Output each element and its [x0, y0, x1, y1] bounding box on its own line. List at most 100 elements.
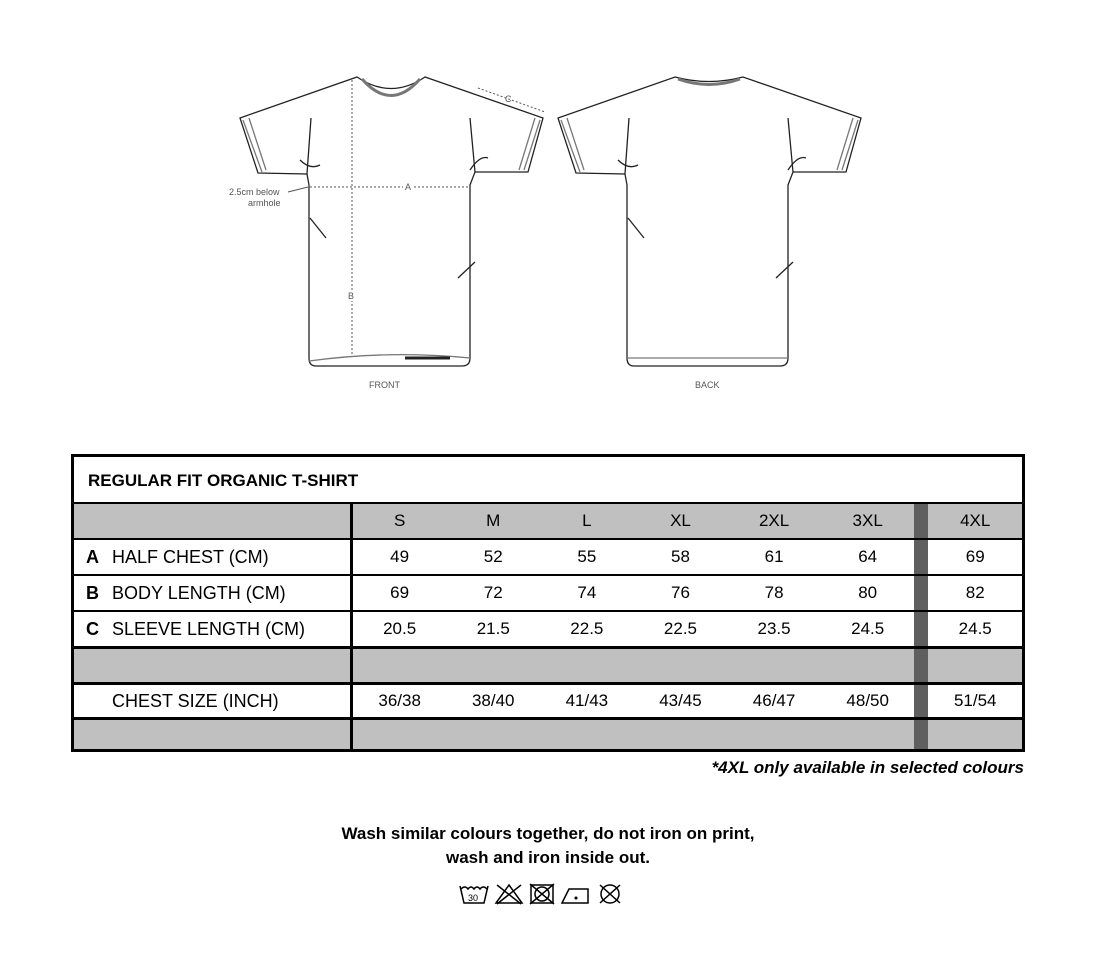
no-bleach-icon [494, 883, 524, 905]
size-header: 3XL [852, 511, 883, 530]
measure-letter: C [86, 618, 99, 639]
care-symbols: 30 [458, 882, 624, 906]
value-cell: 74 [577, 583, 597, 602]
no-dry-clean-icon [599, 884, 621, 904]
value-cell: 20.5 [383, 619, 417, 638]
table-row: C SLEEVE LENGTH (CM) 20.5 21.5 22.5 22.5 23.5 2… [74, 610, 1022, 646]
spacer-row [74, 717, 1022, 749]
row-label-cell: A HALF CHEST (CM) [74, 540, 353, 574]
row-label-cell [74, 720, 353, 749]
value-cell [634, 720, 728, 749]
value-cell [540, 720, 634, 749]
column-separator [914, 720, 929, 749]
measure-letter: B [86, 582, 99, 603]
row-label-cell: CHEST SIZE (INCH) [74, 685, 353, 717]
size-header: 4XL [960, 511, 991, 530]
value-cell [821, 720, 915, 749]
measure-b-label: B [348, 291, 354, 301]
row-label: SLEEVE LENGTH (CM) [112, 618, 306, 639]
value-cell: 36/38 [378, 691, 421, 710]
column-separator [914, 540, 929, 574]
value-cell [446, 649, 540, 682]
value-cell [727, 649, 821, 682]
care-text-line2: wash and iron inside out. [445, 848, 651, 867]
row-label: HALF CHEST (CM) [112, 546, 269, 567]
value-cell: 23.5 [757, 619, 791, 638]
value-cell: 21.5 [476, 619, 510, 638]
measure-c-label: C [505, 94, 512, 104]
footnote: *4XL only available in selected colours [711, 758, 1024, 777]
row-label: BODY LENGTH (CM) [112, 582, 286, 603]
table-row: B BODY LENGTH (CM) 69 72 74 76 78 80 82 [74, 574, 1022, 610]
value-cell: 69 [965, 547, 985, 566]
front-label: FRONT [369, 380, 400, 390]
value-cell: 69 [390, 583, 410, 602]
size-header-row: S M L XL 2XL 3XL 4XL [74, 502, 1022, 538]
no-tumble-dry-icon [529, 883, 555, 905]
value-cell: 76 [671, 583, 690, 602]
value-cell [446, 720, 540, 749]
size-header: XL [670, 511, 691, 530]
row-label-cell [74, 649, 353, 682]
value-cell: 22.5 [570, 619, 604, 638]
value-cell: 55 [577, 547, 597, 566]
size-header: M [486, 511, 501, 530]
value-cell: 22.5 [663, 619, 697, 638]
column-separator [914, 685, 929, 717]
header-label-cell [74, 504, 353, 538]
value-cell: 49 [390, 547, 410, 566]
value-cell: 64 [858, 547, 878, 566]
value-cell: 58 [671, 547, 690, 566]
care-text-line1: Wash similar colours together, do not ir… [341, 824, 755, 843]
measure-lines [287, 80, 546, 356]
spacer-row [74, 646, 1022, 682]
value-cell [727, 720, 821, 749]
front-shirt-drawing [239, 76, 544, 367]
size-header: S [393, 511, 406, 530]
column-separator [914, 576, 929, 610]
value-cell [821, 649, 915, 682]
value-cell: 78 [764, 583, 784, 602]
value-cell [353, 649, 447, 682]
wash-30-icon: 30 [459, 885, 489, 904]
size-header: 2XL [758, 511, 790, 530]
value-cell: 51/54 [953, 691, 997, 710]
column-separator [914, 504, 929, 538]
value-cell [353, 720, 447, 749]
tshirt-diagram: A B C 2.5cm below armhole FRONT BACK [229, 76, 862, 390]
table-row: CHEST SIZE (INCH) 36/38 38/40 41/43 43/45 46/… [74, 682, 1022, 717]
row-label-cell: C SLEEVE LENGTH (CM) [74, 612, 353, 646]
value-cell [928, 649, 1022, 682]
back-shirt-drawing [557, 76, 862, 367]
value-cell: 48/50 [846, 691, 889, 710]
svg-text:30: 30 [468, 893, 478, 903]
value-cell [634, 649, 728, 682]
column-separator [914, 612, 929, 646]
armhole-note: 2.5cm below [229, 187, 280, 197]
measure-a-label: A [405, 182, 411, 192]
row-label-cell: B BODY LENGTH (CM) [74, 576, 353, 610]
value-cell: 82 [965, 583, 985, 602]
value-cell [540, 649, 634, 682]
value-cell: 46/47 [752, 691, 796, 710]
row-label: CHEST SIZE (INCH) [112, 690, 279, 711]
value-cell: 38/40 [471, 691, 515, 710]
value-cell: 24.5 [958, 619, 992, 638]
value-cell: 43/45 [659, 691, 702, 710]
size-header: L [582, 511, 592, 530]
value-cell: 80 [858, 583, 878, 602]
table-title: REGULAR FIT ORGANIC T-SHIRT [88, 471, 359, 490]
value-cell: 52 [483, 547, 503, 566]
column-separator [914, 649, 929, 682]
measure-letter: A [86, 546, 99, 567]
value-cell: 24.5 [851, 619, 885, 638]
table-row: A HALF CHEST (CM) 49 52 55 58 61 64 69 [74, 538, 1022, 574]
value-cell: 72 [483, 583, 503, 602]
value-cell: 41/43 [565, 691, 609, 710]
armhole-note: armhole [248, 198, 281, 208]
size-table: REGULAR FIT ORGANIC T-SHIRT S M L XL 2XL… [71, 454, 1025, 752]
value-cell: 61 [764, 547, 784, 566]
value-cell [928, 720, 1022, 749]
back-label: BACK [695, 380, 720, 390]
iron-low-icon [560, 888, 589, 904]
